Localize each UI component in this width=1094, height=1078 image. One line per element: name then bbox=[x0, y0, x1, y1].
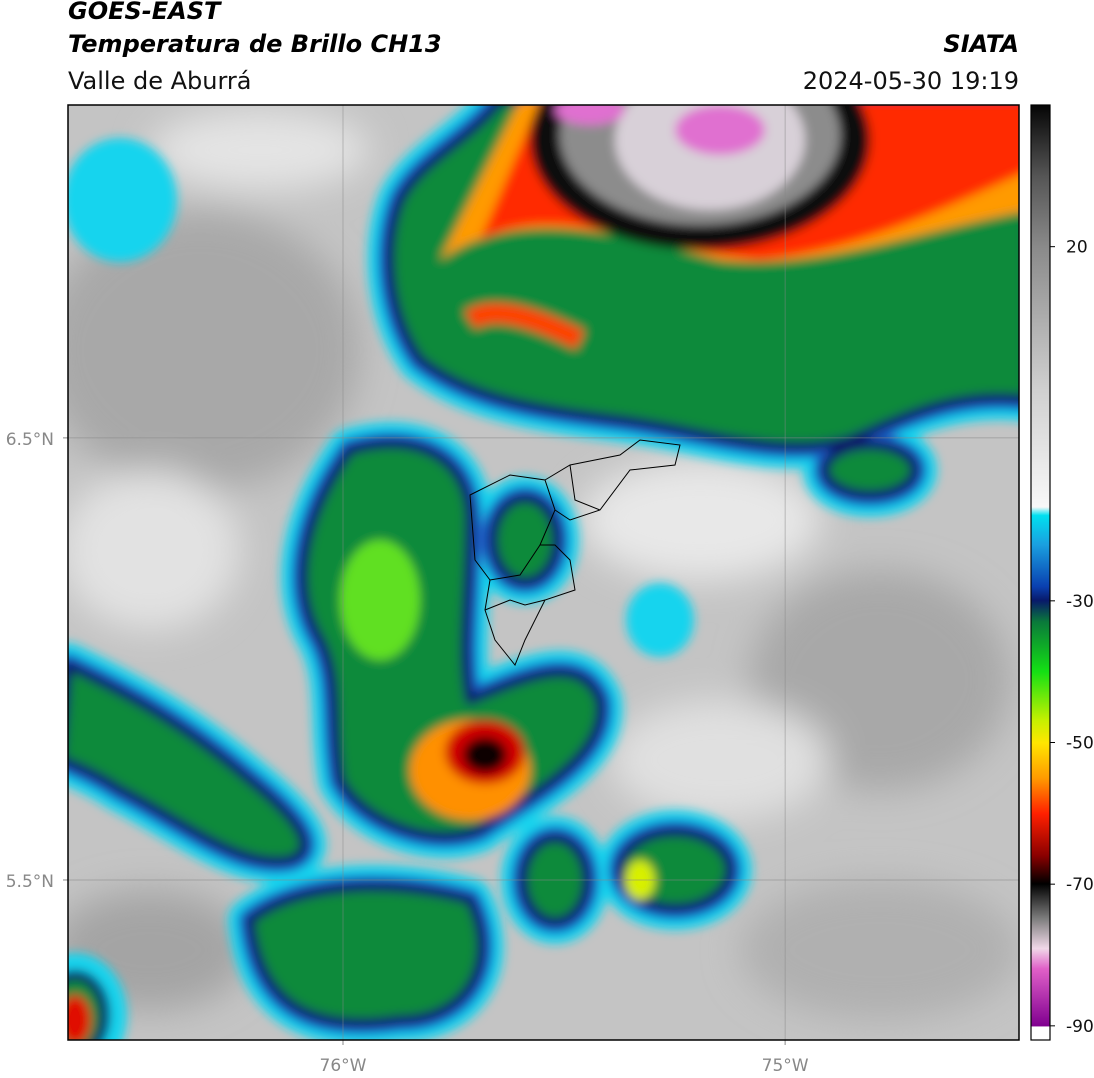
lon-tick-label: 76°W bbox=[320, 1056, 367, 1076]
colorbar bbox=[1030, 104, 1051, 1041]
title: GOES-EAST bbox=[68, 0, 222, 25]
org: SIATA bbox=[943, 30, 1019, 58]
lat-tick-label: 5.5°N bbox=[6, 872, 54, 892]
colorbar-tick-label: 20 bbox=[1066, 238, 1088, 258]
colorbar-tick-label: -30 bbox=[1066, 592, 1094, 612]
colorbar-ticks: 20 -30 -50 -70 -90 bbox=[1050, 238, 1094, 1037]
lon-tick-label: 75°W bbox=[762, 1056, 809, 1076]
graticule: 76°W 75°W 6.5°N 5.5°N bbox=[6, 105, 1019, 1076]
datetime: 2024-05-30 19:19 bbox=[803, 67, 1019, 95]
colorbar-tick-label: -50 bbox=[1066, 734, 1094, 754]
map-frame bbox=[67, 104, 1020, 1041]
lat-tick-label: 6.5°N bbox=[6, 430, 54, 450]
colorbar-tick-label: -70 bbox=[1066, 875, 1094, 895]
colorbar-tick-label: -90 bbox=[1066, 1017, 1094, 1037]
map-image bbox=[68, 105, 1019, 1040]
region: Valle de Aburrá bbox=[68, 67, 252, 95]
subtitle: Temperatura de Brillo CH13 bbox=[68, 30, 442, 58]
